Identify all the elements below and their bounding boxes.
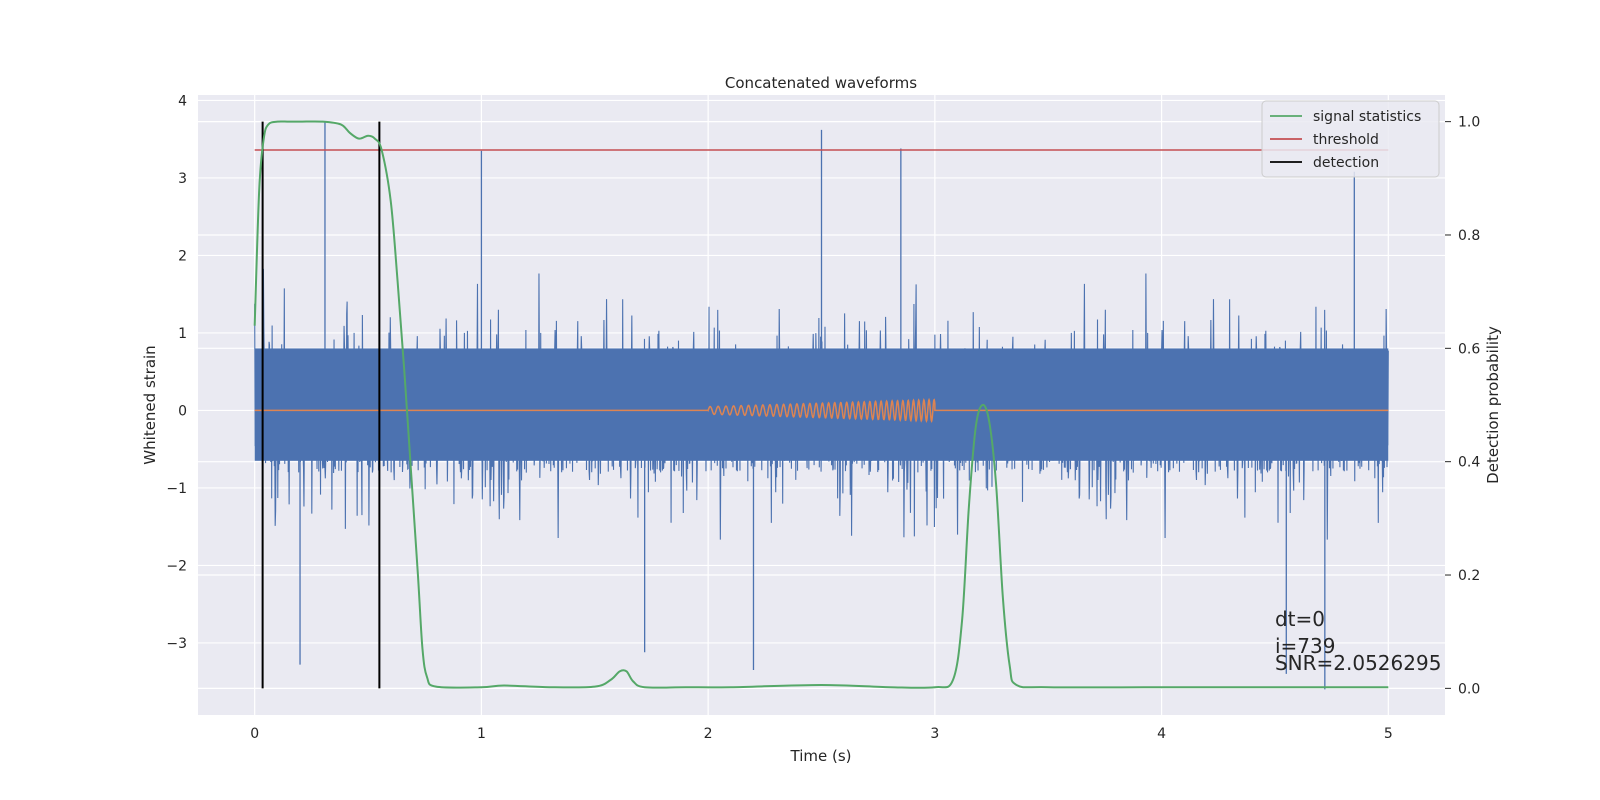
injection-line bbox=[254, 397, 1389, 424]
y2-tick-label: 0.2 bbox=[1458, 568, 1480, 584]
legend-label-threshold: threshold bbox=[1313, 132, 1379, 148]
x-tick-label: 4 bbox=[1157, 726, 1166, 742]
y-tick-label: 0 bbox=[178, 403, 187, 419]
annotation-text: SNR=2.0526295 bbox=[1275, 651, 1441, 675]
y-tick-label: 2 bbox=[178, 248, 187, 264]
legend-box bbox=[1261, 100, 1440, 178]
annotation-text: i=739 bbox=[1275, 634, 1336, 658]
y2-tick-label: 0.0 bbox=[1458, 681, 1480, 697]
y-tick-label: −3 bbox=[166, 636, 187, 652]
legend-label-detection: detection bbox=[1313, 155, 1379, 171]
y2-tick-label: 0.4 bbox=[1458, 455, 1480, 471]
y-tick-label: −2 bbox=[166, 558, 187, 574]
series-lines bbox=[253, 120, 1389, 689]
y2-tick-label: 0.8 bbox=[1458, 228, 1480, 244]
legend-label-signal-statistics: signal statistics bbox=[1313, 109, 1421, 125]
chart-title: Concatenated waveforms bbox=[725, 74, 917, 92]
y2-axis-label: Detection probability bbox=[1484, 326, 1502, 484]
x-axis-label: Time (s) bbox=[790, 747, 852, 765]
axes: 0 1 2 3 4 5 4 3 2 1 0 −1 −2 −3 1.0 0.8 0.6 0.4 0.2 0.0 bbox=[166, 93, 1480, 742]
signal-statistics-line bbox=[253, 120, 1389, 689]
y2-tick-label: 0.6 bbox=[1458, 341, 1480, 357]
x-tick-label: 5 bbox=[1384, 726, 1393, 742]
y2-tick-label: 1.0 bbox=[1458, 115, 1480, 131]
y-tick-label: 3 bbox=[178, 171, 187, 187]
legend: signal statistics threshold detection bbox=[1261, 100, 1440, 178]
annotation-text: dt=0 bbox=[1275, 607, 1325, 631]
x-tick-label: 0 bbox=[250, 726, 259, 742]
x-tick-label: 1 bbox=[477, 726, 486, 742]
x-tick-label: 3 bbox=[930, 726, 939, 742]
y-axis-label: Whitened strain bbox=[141, 345, 159, 464]
y-tick-label: −1 bbox=[166, 481, 187, 497]
y-tick-label: 1 bbox=[178, 326, 187, 342]
x-tick-label: 2 bbox=[704, 726, 713, 742]
y-tick-label: 4 bbox=[178, 93, 187, 109]
